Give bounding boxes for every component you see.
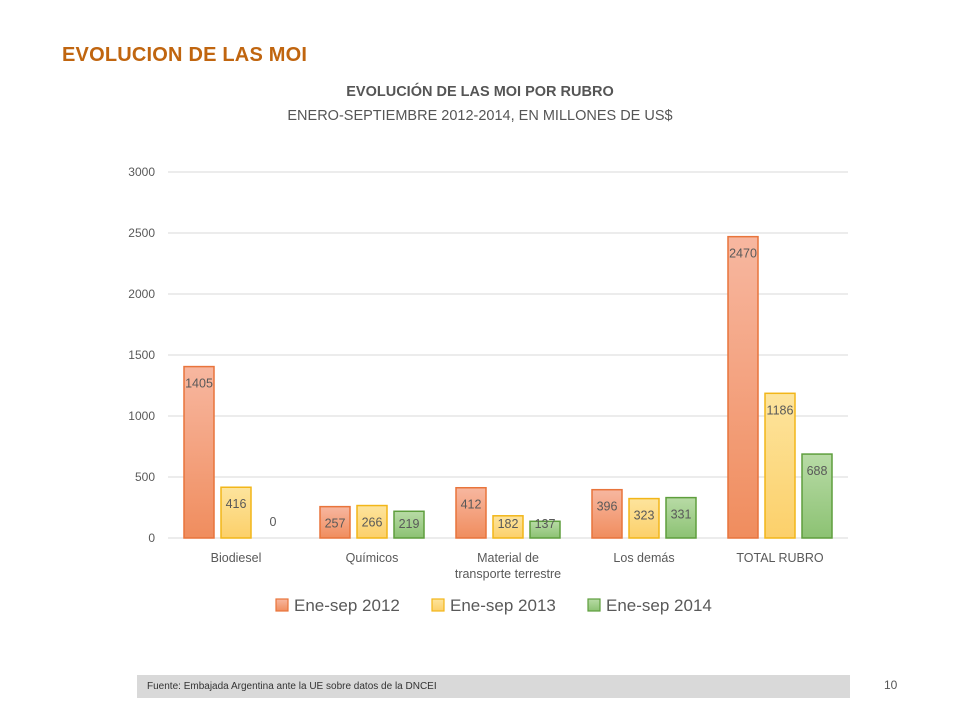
bar-ene-sep-2012 bbox=[455, 486, 487, 539]
y-tick-label: 1500 bbox=[128, 348, 155, 362]
data-label: 416 bbox=[226, 497, 247, 511]
bar-ene-sep-2012 bbox=[319, 505, 351, 539]
y-tick-label: 0 bbox=[148, 531, 155, 545]
bar-ene-sep-2013 bbox=[764, 392, 796, 539]
source-note: Fuente: Embajada Argentina ante la UE so… bbox=[137, 675, 850, 698]
bar-ene-sep-2014 bbox=[801, 453, 833, 539]
bar-ene-sep-2014 bbox=[665, 496, 697, 539]
legend-swatch bbox=[431, 598, 445, 612]
legend-label: Ene-sep 2012 bbox=[294, 596, 400, 615]
data-label: 182 bbox=[498, 517, 519, 531]
bar-ene-sep-2013 bbox=[492, 515, 524, 539]
x-tick-label: Biodiesel bbox=[211, 551, 262, 565]
data-label: 257 bbox=[325, 517, 346, 531]
slide-title: EVOLUCION DE LAS MOI bbox=[62, 44, 308, 66]
bar-ene-sep-2013 bbox=[220, 486, 252, 539]
y-tick-label: 1000 bbox=[128, 409, 155, 423]
data-label: 137 bbox=[535, 517, 556, 531]
data-labels: 1405 416 0 257 266 219 412 182 137 396 323 331 2470 1… bbox=[185, 247, 827, 531]
bar-ene-sep-2013 bbox=[628, 497, 660, 539]
bar-ene-sep-2014 bbox=[529, 520, 561, 539]
y-tick-label: 3000 bbox=[128, 165, 155, 179]
y-axis-ticks: 0 500 1000 1500 2000 2500 3000 bbox=[128, 165, 155, 545]
bar-ene-sep-2012 bbox=[591, 488, 623, 539]
x-tick-label: Material de bbox=[477, 551, 539, 565]
data-label: 219 bbox=[399, 517, 420, 531]
data-label: 331 bbox=[671, 508, 692, 522]
bar-ene-sep-2012 bbox=[183, 365, 215, 539]
x-axis-ticks: Biodiesel Químicos Material de transporte t… bbox=[211, 551, 824, 581]
data-label: 1405 bbox=[185, 377, 213, 391]
data-label: 688 bbox=[807, 464, 828, 478]
page-number: 10 bbox=[884, 678, 898, 692]
data-label: 2470 bbox=[729, 247, 757, 261]
legend-swatch bbox=[275, 598, 289, 612]
bar-ene-sep-2014 bbox=[393, 510, 425, 539]
x-tick-label: TOTAL RUBRO bbox=[736, 551, 824, 565]
x-tick-label: Químicos bbox=[346, 551, 399, 565]
y-tick-label: 500 bbox=[135, 470, 155, 484]
y-tick-label: 2000 bbox=[128, 287, 155, 301]
legend-label: Ene-sep 2014 bbox=[606, 596, 712, 615]
chart-subtitle: ENERO-SEPTIEMBRE 2012-2014, EN MILLONES … bbox=[287, 108, 673, 124]
bar-ene-sep-2013 bbox=[356, 504, 388, 539]
y-tick-label: 2500 bbox=[128, 226, 155, 240]
bars bbox=[183, 235, 833, 539]
chart-title: EVOLUCIÓN DE LAS MOI POR RUBRO bbox=[346, 84, 614, 100]
x-tick-label: Los demás bbox=[613, 551, 674, 565]
legend-label: Ene-sep 2013 bbox=[450, 596, 556, 615]
data-label: 412 bbox=[461, 498, 482, 512]
data-label: 323 bbox=[634, 509, 655, 523]
legend-swatch bbox=[587, 598, 601, 612]
data-label: 1186 bbox=[767, 403, 794, 417]
x-tick-label: transporte terrestre bbox=[455, 567, 561, 581]
data-label: 396 bbox=[597, 500, 618, 514]
data-label: 266 bbox=[362, 516, 383, 530]
legend: Ene-sep 2012 Ene-sep 2013 Ene-sep 2014 bbox=[275, 596, 712, 615]
data-label: 0 bbox=[270, 515, 277, 529]
bar-ene-sep-2012 bbox=[727, 235, 759, 539]
